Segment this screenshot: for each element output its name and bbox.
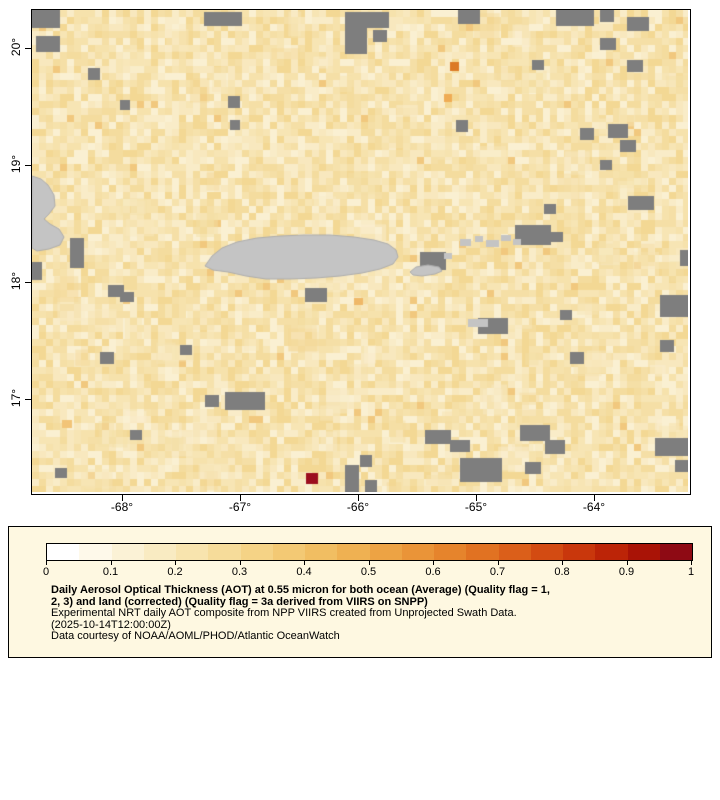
lat-tick-mark xyxy=(25,165,31,166)
colorbar-segment xyxy=(176,544,209,560)
colorbar-tick-label: 0.4 xyxy=(296,566,312,578)
colorbar-tick-label: 0.5 xyxy=(360,566,377,578)
colorbar-segment xyxy=(111,544,144,560)
colorbar-segment xyxy=(595,544,628,560)
lon-tick-label: -66° xyxy=(346,500,370,514)
colorbar-scale: 0 0.1 0.2 0.3 0.4 0.5 0.6 0.7 0.8 0.9 1 xyxy=(42,561,695,583)
colorbar-segment xyxy=(47,544,80,560)
lat-tick-mark xyxy=(25,48,31,49)
lon-tick-mark xyxy=(476,495,477,501)
lon-tick-label: -64° xyxy=(582,500,606,514)
colorbar-segment xyxy=(401,544,434,560)
figure-caption: Daily Aerosol Optical Thickness (AOT) at… xyxy=(51,584,699,643)
caption-description: Experimental NRT daily AOT composite fro… xyxy=(51,607,517,619)
caption-timestamp: (2025-10-14T12:00:00Z) xyxy=(51,618,171,631)
colorbar-segment xyxy=(659,544,692,560)
caption-title-line-2: 2, 3) and land (corrected) (Quality flag… xyxy=(51,595,428,608)
colorbar-segment xyxy=(498,544,531,560)
colorbar-segment xyxy=(530,544,563,560)
colorbar-segment xyxy=(143,544,176,560)
lat-tick-label: 20° xyxy=(9,37,23,57)
map-plot-frame xyxy=(31,9,691,495)
colorbar-segment xyxy=(337,544,370,560)
colorbar-segment xyxy=(79,544,112,560)
colorbar-segment xyxy=(434,544,467,560)
colorbar-tick-label: 0.9 xyxy=(618,566,635,578)
lon-tick-mark xyxy=(358,495,359,501)
lon-tick-label: -65° xyxy=(464,500,488,514)
lon-tick-mark xyxy=(240,495,241,501)
colorbar-segment xyxy=(305,544,338,560)
colorbar-tick-mark xyxy=(239,561,241,565)
colorbar-segment xyxy=(466,544,499,560)
lon-tick-mark xyxy=(594,495,595,501)
colorbar-tick-label: 0.7 xyxy=(489,566,506,578)
lat-tick-mark xyxy=(25,399,31,400)
colorbar-tick-label: 0.2 xyxy=(167,566,183,578)
colorbar-tick-mark xyxy=(368,561,370,565)
lon-tick-mark xyxy=(122,495,123,501)
lat-tick-label: 18° xyxy=(9,271,23,291)
lat-tick-mark xyxy=(25,282,31,283)
colorbar-tick-mark xyxy=(562,561,563,565)
caption-title-line-1: Daily Aerosol Optical Thickness (AOT) at… xyxy=(51,584,550,596)
colorbar-tick-label: 0 xyxy=(42,566,50,578)
colorbar-tick-label: 0.1 xyxy=(102,566,119,578)
legend-panel: 0 0.1 0.2 0.3 0.4 0.5 0.6 0.7 0.8 0.9 1 Daily Aero… xyxy=(8,526,712,658)
colorbar-segment xyxy=(563,544,596,560)
lon-tick-label: -68° xyxy=(110,500,134,514)
colorbar-tick-mark xyxy=(46,561,47,565)
colorbar-segment xyxy=(627,544,660,560)
aot-heatmap-canvas xyxy=(32,10,688,492)
colorbar-tick-mark xyxy=(304,561,305,565)
colorbar-segment xyxy=(272,544,305,560)
colorbar-tick-mark xyxy=(497,561,499,565)
colorbar-tick-label: 1 xyxy=(687,566,695,578)
colorbar-segment xyxy=(369,544,402,560)
colorbar-segment xyxy=(208,544,241,560)
colorbar-segment xyxy=(240,544,273,560)
colorbar-tick-mark xyxy=(626,561,628,565)
colorbar-tick-mark xyxy=(110,561,112,565)
colorbar-tick-label: 0.6 xyxy=(425,566,441,578)
colorbar-tick-mark xyxy=(433,561,434,565)
lon-tick-label: -67° xyxy=(228,500,252,514)
colorbar-tick-mark xyxy=(175,561,176,565)
colorbar-tick-label: 0.8 xyxy=(554,566,570,578)
colorbar-tick-label: 0.3 xyxy=(231,566,248,578)
caption-data-courtesy: Data courtesy of NOAA/AOML/PHOD/Atlantic… xyxy=(51,630,340,642)
lat-tick-label: 19° xyxy=(9,154,23,174)
lat-tick-label: 17° xyxy=(9,388,23,408)
aot-colorbar xyxy=(46,543,693,561)
colorbar-tick-mark xyxy=(691,561,692,565)
